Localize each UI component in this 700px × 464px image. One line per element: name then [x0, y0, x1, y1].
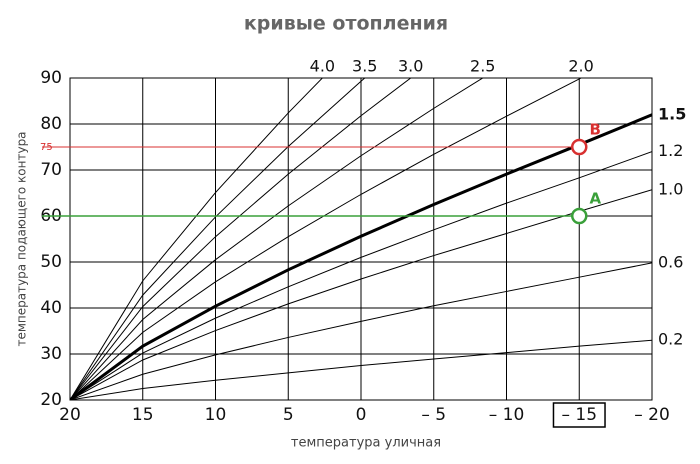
x-tick-label: – 5 [421, 405, 446, 425]
curve [70, 78, 583, 400]
curve [70, 78, 412, 400]
y-axis-label: температура подающего контура [15, 131, 29, 346]
x-tick-label: – 15 [561, 405, 597, 425]
curve-label: 4.0 [310, 57, 335, 76]
x-axis-label: температура уличная [291, 436, 441, 451]
curve [70, 78, 484, 400]
y-tick-label: 40 [40, 298, 62, 318]
highlight-box [552, 402, 606, 428]
annotation-label: A [589, 190, 601, 208]
curve [70, 189, 652, 400]
curve-label: 0.2 [658, 330, 683, 349]
curve [70, 339, 652, 400]
curve-label: 0.6 [658, 252, 683, 271]
curve [70, 78, 366, 400]
x-tick-label: 10 [205, 405, 227, 425]
y-tick-label: 50 [40, 252, 62, 272]
annotation-y-label: 75 [40, 142, 53, 153]
curve [70, 262, 652, 400]
x-tick-label: 20 [59, 405, 81, 425]
x-tick-label: 5 [283, 405, 294, 425]
x-tick-label: – 10 [489, 405, 525, 425]
y-tick-label: 80 [40, 114, 62, 134]
curve-label: 1.2 [658, 141, 683, 160]
curve-label: 3.0 [398, 57, 423, 76]
plot-frame [69, 77, 653, 401]
x-tick-label: – 20 [634, 405, 670, 425]
y-tick-label: 30 [40, 344, 62, 364]
curve-label: 1.5 [658, 104, 686, 123]
curve [70, 151, 652, 400]
annotation-point [571, 138, 588, 156]
curve-label: 3.5 [352, 57, 377, 76]
y-tick-label: 70 [40, 160, 62, 180]
y-tick-label: 90 [40, 68, 62, 88]
y-tick-label: 20 [40, 390, 62, 410]
annotation-point [571, 207, 588, 225]
chart-title: кривые отопления [244, 13, 448, 35]
x-tick-label: 0 [356, 405, 367, 425]
curve [70, 78, 324, 400]
curve-label: 1.0 [658, 179, 683, 198]
curve [70, 113, 652, 400]
curve-label: 2.5 [470, 57, 495, 76]
curve-label: 2.0 [568, 57, 593, 76]
annotation-label: B [590, 121, 601, 139]
curves [70, 78, 652, 400]
x-tick-label: 15 [132, 405, 154, 425]
